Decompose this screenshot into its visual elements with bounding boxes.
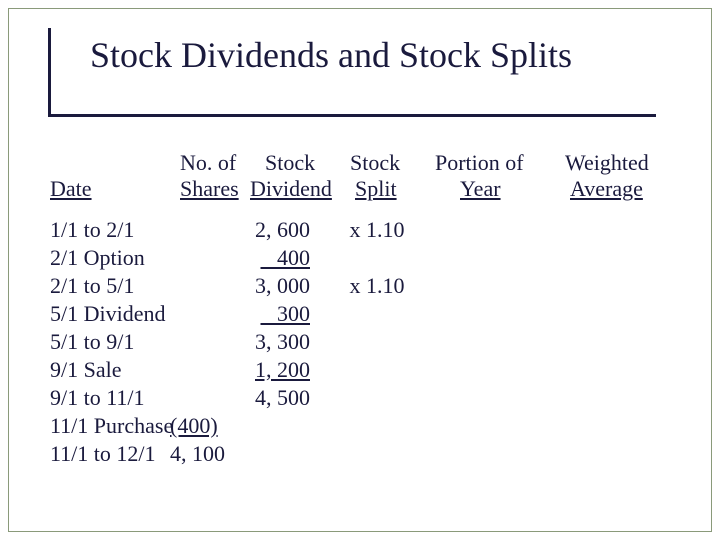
cell-date: 5/1 to 9/1 <box>50 328 210 357</box>
table-row: 9/1 Sale1, 200 <box>50 356 670 384</box>
cell-date: 1/1 to 2/1 <box>50 216 210 245</box>
cell-date: 5/1 Dividend <box>50 300 210 329</box>
data-table: 1/1 to 2/12, 600x 1.102/1 Option 4002/1 … <box>50 216 670 468</box>
table-row: 11/1 to 12/14, 100 <box>50 440 670 468</box>
header-split-l1: Stock <box>350 150 400 175</box>
cell-date: 9/1 Sale <box>50 356 210 385</box>
header-portion-l2: Year <box>460 176 501 201</box>
table-row: 5/1 Dividend 300 <box>50 300 670 328</box>
cell-shares: 400 <box>210 244 310 273</box>
header-weighted-l1: Weighted <box>565 150 649 175</box>
table-row: 5/1 to 9/13, 300 <box>50 328 670 356</box>
title-vertical-rule <box>48 28 51 114</box>
table-row: 2/1 Option 400 <box>50 244 670 272</box>
table-row: 9/1 to 11/14, 500 <box>50 384 670 412</box>
table-row: 11/1 Purchase(400) <box>50 412 670 440</box>
header-portion-l1: Portion of <box>435 150 524 175</box>
cell-shares: 3, 000 <box>210 272 310 301</box>
table-row: 2/1 to 5/13, 000x 1.10 <box>50 272 670 300</box>
cell-date: 9/1 to 11/1 <box>50 384 210 413</box>
slide-title: Stock Dividends and Stock Splits <box>90 34 572 76</box>
cell-date: 2/1 to 5/1 <box>50 272 210 301</box>
cell-shares: (400) <box>170 412 270 441</box>
table-row: 1/1 to 2/12, 600x 1.10 <box>50 216 670 244</box>
header-shares-l1: No. of <box>180 150 236 175</box>
cell-split: x 1.10 <box>310 216 432 245</box>
header-shares-l2: Shares <box>180 176 239 201</box>
header-dividend-l2: Dividend <box>250 176 332 201</box>
cell-shares: 3, 300 <box>210 328 310 357</box>
title-horizontal-rule <box>48 114 656 117</box>
header-date: Date <box>50 176 92 201</box>
cell-shares: 4, 100 <box>170 440 270 469</box>
header-split-l2: Split <box>355 176 397 201</box>
cell-shares: 2, 600 <box>210 216 310 245</box>
cell-shares: 300 <box>210 300 310 329</box>
header-dividend-l1: Stock <box>265 150 315 175</box>
cell-date: 2/1 Option <box>50 244 210 273</box>
cell-shares: 4, 500 <box>210 384 310 413</box>
header-weighted-l2: Average <box>570 176 643 201</box>
cell-shares: 1, 200 <box>210 356 310 385</box>
cell-split: x 1.10 <box>310 272 432 301</box>
